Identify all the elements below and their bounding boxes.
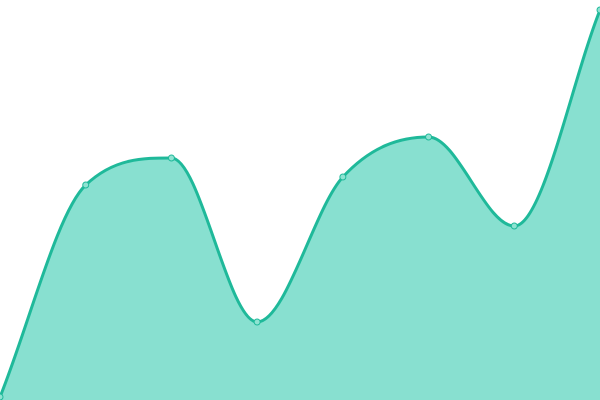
data-point-2: [167, 154, 175, 162]
data-points: [0, 6, 600, 400]
data-point-1: [82, 181, 90, 189]
data-point-7: [596, 6, 600, 14]
data-point-3: [253, 318, 261, 326]
data-point-5: [425, 133, 433, 141]
data-point-6: [510, 222, 518, 230]
area-fill: [0, 10, 600, 400]
data-point-0: [0, 393, 4, 400]
data-point-4: [339, 173, 347, 181]
